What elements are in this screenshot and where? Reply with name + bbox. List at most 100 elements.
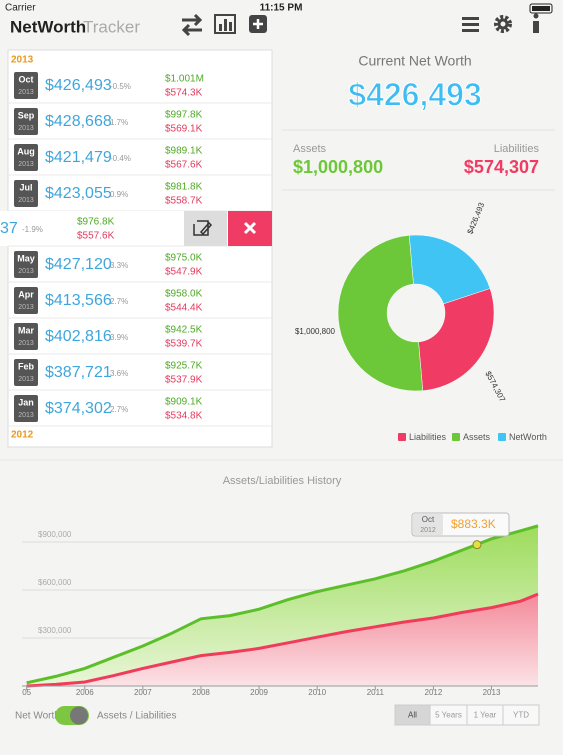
series-line xyxy=(26,524,539,685)
range-button-label: 5 Years xyxy=(435,711,462,720)
row-month: Sep xyxy=(18,110,35,120)
toggle-label: Net Worth xyxy=(15,711,60,722)
range-button-label: 1 Year xyxy=(474,711,497,720)
y-tick-label: $600,000 xyxy=(38,578,72,587)
row-net-worth: $427,120 xyxy=(45,256,112,273)
date-badge xyxy=(14,108,38,135)
legend-swatch xyxy=(452,433,460,441)
tooltip-date-bg xyxy=(413,514,443,535)
x-tick-label: 2007 xyxy=(134,688,152,697)
app-title: NetWorth xyxy=(10,17,86,36)
row-year: 2013 xyxy=(18,340,34,347)
settings-button[interactable] xyxy=(494,15,512,33)
row-year: 2013 xyxy=(18,304,34,311)
range-button[interactable]: 5 Years xyxy=(429,704,468,726)
tooltip-year: 2012 xyxy=(420,527,436,534)
row-change: 2.7% xyxy=(110,297,128,306)
tooltip-point xyxy=(472,540,482,550)
row-change: -0.4% xyxy=(110,154,131,163)
row-liabilities: $537.9K xyxy=(165,375,203,386)
row-assets: $976.8K xyxy=(77,217,115,228)
edit-button[interactable] xyxy=(184,211,227,246)
row-liabilities: $557.6K xyxy=(77,231,115,242)
x-tick-label: 2013 xyxy=(483,688,501,697)
row-net-worth: $426,493 xyxy=(45,77,112,94)
assets-value: $1,000,800 xyxy=(293,157,383,177)
row-net-worth: $402,816 xyxy=(45,328,112,345)
y-tick-label: $900,000 xyxy=(38,530,72,539)
row-change: 3.6% xyxy=(110,369,128,378)
row-month: May xyxy=(17,253,35,263)
row-year: 2013 xyxy=(18,412,34,419)
row-net-worth: $387,721 xyxy=(45,364,112,381)
delete-button[interactable] xyxy=(228,211,272,246)
liabilities-label: Liabilities xyxy=(494,143,540,155)
date-badge xyxy=(14,287,38,314)
swap-button[interactable] xyxy=(181,13,203,37)
assets-label: Assets xyxy=(293,143,327,155)
row-net-worth: $428,668 xyxy=(45,113,112,130)
range-button[interactable]: All xyxy=(394,704,431,726)
date-badge xyxy=(14,323,38,350)
range-button-bg xyxy=(502,704,540,726)
row-net-worth: $423,055 xyxy=(45,185,112,202)
row-year: 2013 xyxy=(18,161,34,168)
list-panel xyxy=(7,49,273,448)
row-liabilities: $558.7K xyxy=(165,196,203,207)
date-badge xyxy=(14,72,38,99)
row-year: 2013 xyxy=(18,268,34,275)
liabilities-value: $574,307 xyxy=(464,157,539,177)
pie-slice xyxy=(418,288,495,391)
edit-icon xyxy=(193,220,213,236)
year-header: 2013 xyxy=(11,55,34,66)
x-tick-label: 2011 xyxy=(367,688,385,697)
y-tick-label: $300,000 xyxy=(38,626,72,635)
battery-level xyxy=(532,6,550,11)
row-month: Feb xyxy=(18,361,35,371)
range-button[interactable]: 1 Year xyxy=(466,704,504,726)
date-badge xyxy=(14,251,38,278)
tooltip-month: Oct xyxy=(422,515,435,524)
row-net-worth: $413,566 xyxy=(45,292,112,309)
net-worth-value: $426,493 xyxy=(348,76,481,112)
delete-icon xyxy=(243,221,257,235)
series-line xyxy=(26,592,539,688)
row-month: Aug xyxy=(17,146,35,156)
row-assets: $925.7K xyxy=(165,361,203,372)
info-button[interactable] xyxy=(533,13,539,34)
row-liabilities: $547.9K xyxy=(165,267,203,278)
row-liabilities: $534.8K xyxy=(165,411,203,422)
x-tick-label: 05 xyxy=(22,688,31,697)
row-net-worth: 37 xyxy=(0,220,18,237)
pie-slice xyxy=(337,235,424,392)
tooltip-value: $883.3K xyxy=(451,517,496,531)
clock: 11:15 PM xyxy=(260,3,303,14)
range-button[interactable]: YTD xyxy=(502,704,540,726)
legend-label: Assets xyxy=(463,432,491,442)
add-button[interactable] xyxy=(249,15,267,33)
row-assets: $1.001M xyxy=(165,74,204,85)
row-assets: $909.1K xyxy=(165,397,203,408)
row-assets: $958.0K xyxy=(165,289,203,300)
row-change: 3.9% xyxy=(110,333,128,342)
app-title-light: Tracker xyxy=(83,17,140,36)
row-month: Jan xyxy=(18,397,34,407)
year-header: 2012 xyxy=(11,430,34,441)
toggle-label: Assets / Liabilities xyxy=(97,711,176,722)
edit-button-bg xyxy=(184,211,227,246)
pie-slice xyxy=(408,234,491,305)
row-assets: $975.0K xyxy=(165,253,203,264)
chart-button[interactable] xyxy=(214,14,236,34)
row-change: 3.3% xyxy=(110,261,128,270)
range-button-label: All xyxy=(408,711,417,720)
menu-button[interactable] xyxy=(462,17,479,32)
legend-label: NetWorth xyxy=(509,432,547,442)
row-liabilities: $569.1K xyxy=(165,124,203,135)
row-liabilities: $544.4K xyxy=(165,303,203,314)
row-assets: $989.1K xyxy=(165,146,203,157)
row-month: Mar xyxy=(18,325,35,335)
row-change: 2.7% xyxy=(110,405,128,414)
mode-toggle[interactable] xyxy=(55,706,89,725)
row-liabilities: $539.7K xyxy=(165,339,203,350)
